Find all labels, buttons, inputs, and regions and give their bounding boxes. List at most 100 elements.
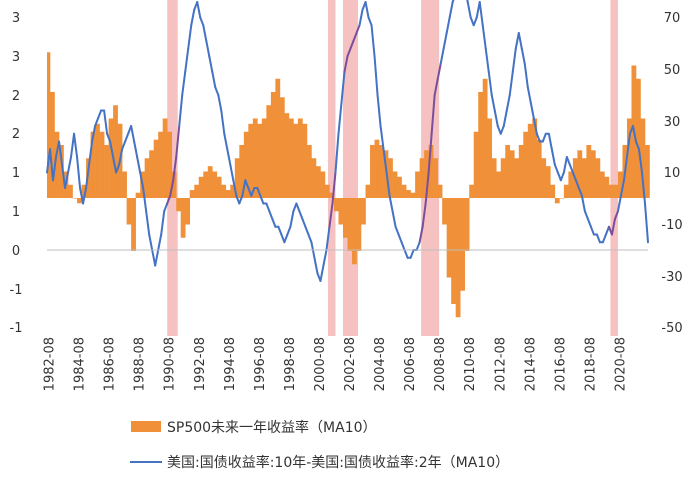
bar [568,171,574,198]
line-segment [358,8,364,27]
recession-band [327,0,336,336]
x-tick-label: 2020-08 [613,337,628,391]
line-segment [631,125,637,143]
bar [77,198,82,204]
x-tick-label: 1988-08 [133,337,148,391]
line-segment [394,225,400,236]
bar [329,192,335,198]
line-segment [481,24,487,50]
bar [586,145,592,198]
line-segment [502,109,508,127]
line-segment [550,148,556,166]
line-segment [601,233,607,244]
bar [442,198,447,225]
line-segment [439,47,445,65]
line-segment [577,187,583,197]
line-segment [427,132,433,174]
line-segment [157,233,163,251]
bar [270,92,276,198]
y-left-tick-label: 1 [12,205,20,220]
line-segment [73,132,79,158]
bar [559,198,565,199]
bar [401,184,407,198]
line-segment [229,163,235,182]
line-segment [232,179,238,197]
bar [198,176,204,198]
line-segment [178,94,184,127]
line-segment [208,55,214,73]
line-segment [160,210,166,236]
x-tick-label: 2016-08 [553,337,568,391]
bar [644,145,650,198]
bar [388,158,393,198]
line-segment [634,140,640,151]
bar [185,198,191,225]
bar [617,171,623,198]
y-left-tick-label: 1 [12,166,20,181]
line-segment [133,140,139,158]
x-tick-label: 1990-08 [163,337,178,391]
line-segment [328,202,334,228]
bar [221,184,227,198]
line-segment [493,109,499,127]
line-segment [373,55,379,96]
line-segment [217,94,223,112]
bar [176,198,182,212]
bar [230,184,236,198]
bar [288,118,294,198]
bar [554,198,560,204]
line-segment [118,148,124,166]
bar [248,123,254,198]
line-segment [370,24,376,58]
bar [541,158,547,198]
x-tick-label: 1994-08 [223,337,238,391]
line-segment [418,225,424,244]
bar-series [47,52,650,318]
line-segment [349,39,355,50]
x-tick-label: 2004-08 [373,337,388,391]
bar [333,198,339,212]
bar [275,78,281,198]
bar [545,166,551,198]
bar [50,92,55,198]
bar [595,158,601,198]
bar [239,145,245,198]
line-segment [298,210,304,220]
bar [433,158,438,198]
line-segment [286,225,292,236]
bar [451,198,456,304]
y-left-tick-label: 2 [12,89,20,104]
line-segment [529,101,535,120]
line-segment [112,156,118,174]
x-tick-label: 1998-08 [283,337,298,391]
line-segment [535,132,541,143]
line-segment [334,132,340,174]
line-segment [643,202,649,244]
line-segment [403,249,409,259]
bar [352,198,357,265]
bar [257,123,263,198]
bar [428,145,434,198]
line-segment [58,140,64,166]
line-segment [355,24,361,34]
bar [581,158,587,198]
line-segment [106,132,112,143]
bar [460,198,465,291]
line-segment [484,47,490,73]
line-segment [322,249,328,267]
x-tick-label: 1996-08 [253,337,268,391]
bar [144,158,150,198]
line-segment [211,70,217,89]
bar [234,158,240,198]
bar [478,92,484,198]
x-tick-label: 2000-08 [313,337,328,391]
x-tick-label: 1982-08 [43,337,58,391]
line-segment [190,8,196,27]
line-segment [526,86,532,104]
y-left-tick-label: 3 [12,50,20,65]
line-segment [445,16,451,34]
bar [550,184,556,198]
line-segment [121,140,127,151]
bar [523,131,529,198]
